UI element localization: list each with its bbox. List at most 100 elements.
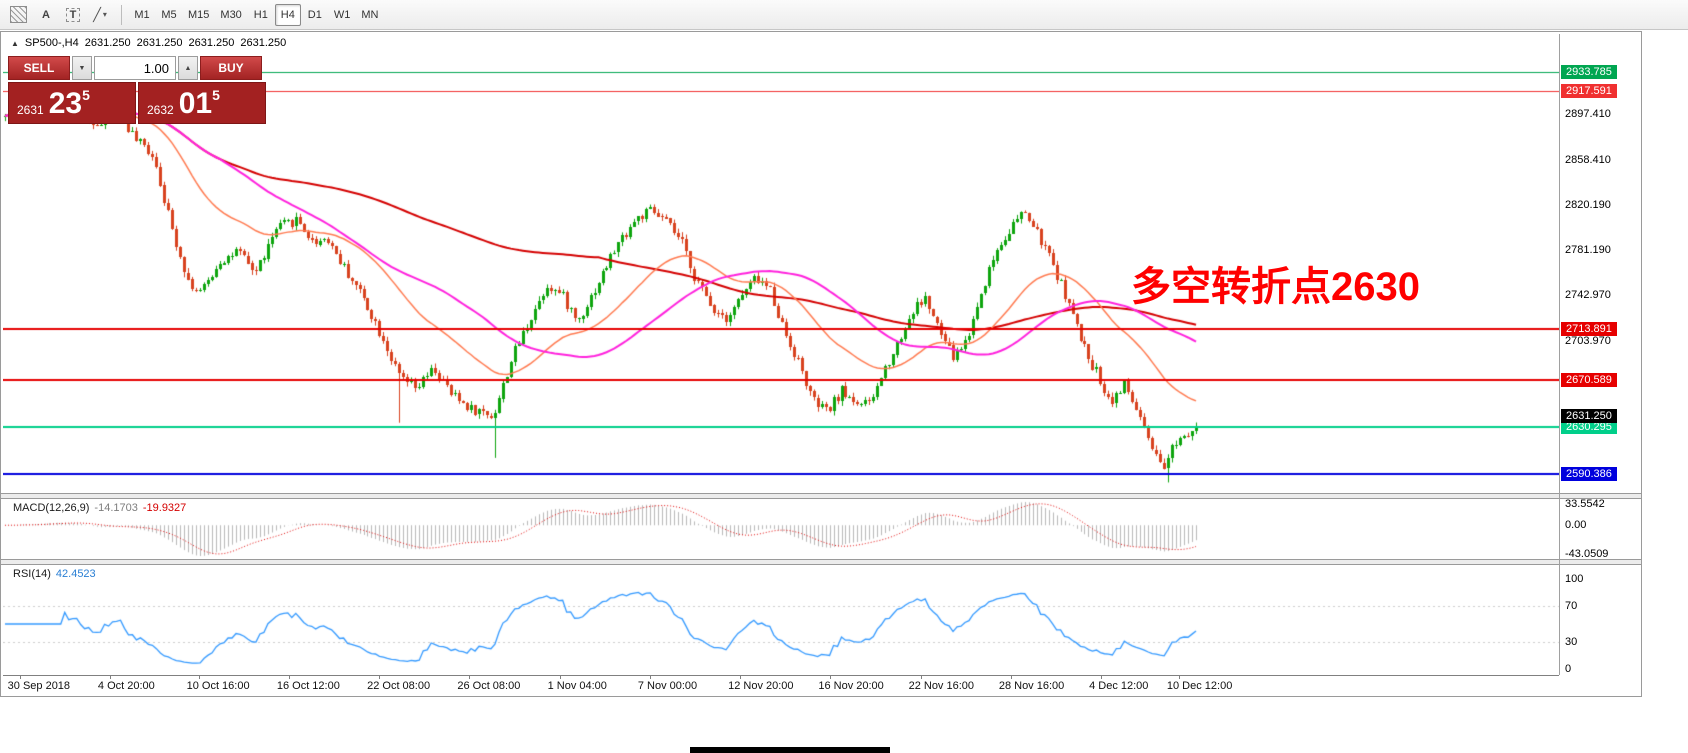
price-axis-label: 2820.190 — [1565, 198, 1611, 211]
draw-shapes-tool-icon[interactable]: ╱ ▾ — [87, 4, 113, 26]
volume-input[interactable] — [94, 56, 176, 80]
time-axis[interactable]: 30 Sep 2018 4 Oct 20:00 10 Oct 16:00 16 Oct… — [3, 675, 1559, 695]
time-axis-tick — [19, 676, 21, 679]
time-axis-label: 4 Dec 12:00 — [1089, 680, 1149, 692]
time-axis-label: 16 Oct 12:00 — [276, 680, 340, 692]
time-axis-tick — [288, 676, 290, 679]
price-line-label: 2590.386 — [1561, 466, 1617, 481]
time-axis-label: 7 Nov 00:00 — [637, 680, 698, 692]
text-tool-icon[interactable]: A — [42, 8, 50, 21]
time-axis-tick — [1101, 676, 1103, 679]
time-axis-tick — [379, 676, 381, 679]
timeframe-m30[interactable]: M30 — [220, 8, 242, 21]
time-axis-tick — [469, 676, 471, 679]
time-axis-tick — [649, 676, 651, 679]
symbol-timeframe-label: SP500-,H4 — [24, 37, 79, 49]
hatch-pattern-icon — [10, 6, 27, 23]
current-price-label: 2631.250 — [1561, 408, 1617, 423]
time-axis-label: 26 Oct 08:00 — [457, 680, 521, 692]
time-axis-label: 22 Oct 08:00 — [367, 680, 431, 692]
chart-window: ▲ SP500-,H4 2631.250 2631.250 2631.250 2… — [0, 31, 1642, 697]
macd-label: MACD(12,26,9) -14.1703 -19.9327 — [13, 502, 186, 514]
time-axis-label: 30 Sep 2018 — [7, 680, 71, 692]
price-axis-label: 2897.410 — [1565, 108, 1611, 121]
sell-price-point: 5 — [82, 87, 90, 103]
text-label-tool-icon[interactable]: T — [60, 4, 86, 26]
buy-price-integer: 2632 — [147, 103, 174, 117]
macd-axis-label: 0.00 — [1565, 519, 1587, 531]
price-line-label: 2670.589 — [1561, 372, 1617, 387]
time-axis-tick — [830, 676, 832, 679]
price-line-label: 2713.891 — [1561, 322, 1617, 337]
time-axis-tick — [559, 676, 561, 679]
macd-title: MACD(12,26,9) — [13, 502, 90, 514]
rsi-axis-label: 0 — [1565, 663, 1572, 675]
rsi-indicator-canvas[interactable] — [3, 565, 1559, 675]
time-axis-tick — [920, 676, 922, 679]
macd-signal-value: -19.9327 — [142, 502, 187, 514]
toolbar-separator — [121, 4, 122, 25]
buy-button[interactable]: BUY — [200, 56, 262, 80]
buy-price-display[interactable]: 2632 01 5 — [138, 82, 266, 124]
boxed-t-icon: T — [65, 7, 81, 22]
bottom-black-bar — [690, 747, 890, 753]
ohlc-close: 2631.250 — [240, 37, 287, 49]
rsi-axis-label: 70 — [1565, 600, 1578, 612]
time-axis-label: 12 Nov 20:00 — [728, 680, 794, 692]
volume-decrease-button[interactable]: ▼ — [72, 56, 92, 80]
time-axis-label: 22 Nov 16:00 — [908, 680, 975, 692]
timeframe-d1[interactable]: D1 — [307, 8, 322, 21]
time-axis-tick — [198, 676, 200, 679]
macd-panel-splitter[interactable] — [1, 493, 1641, 499]
top-toolbar: A T ╱ ▾ M1 M5 M15 M30 H1 H4 D1 W1 MN — [0, 0, 1688, 30]
timeframe-h1[interactable]: H1 — [253, 8, 268, 21]
time-axis-tick — [109, 676, 111, 679]
price-axis-label: 2858.410 — [1565, 153, 1611, 166]
time-axis-tick — [1178, 676, 1180, 679]
symbol-marker-icon: ▲ — [11, 38, 19, 48]
one-click-trading-panel: SELL ▼ ▲ BUY 2631 23 5 2632 01 5 — [8, 56, 274, 124]
time-axis-label: 10 Dec 12:00 — [1166, 680, 1233, 692]
ohlc-open: 2631.250 — [84, 37, 131, 49]
buy-price-point: 5 — [212, 87, 220, 103]
timeframe-m15[interactable]: M15 — [188, 8, 210, 21]
rsi-value: 42.4523 — [55, 568, 96, 580]
macd-axis-label: 33.5542 — [1565, 498, 1605, 510]
time-axis-label: 4 Oct 20:00 — [97, 680, 155, 692]
hatch-tool-icon[interactable] — [5, 4, 32, 26]
price-axis-label: 2742.970 — [1565, 289, 1611, 302]
price-axis-label: 2703.970 — [1565, 334, 1611, 347]
macd-indicator-canvas[interactable] — [3, 499, 1559, 559]
sell-price-integer: 2631 — [17, 103, 44, 117]
chart-info-header: ▲ SP500-,H4 2631.250 2631.250 2631.250 2… — [11, 37, 286, 49]
sell-price-display[interactable]: 2631 23 5 — [8, 82, 136, 124]
price-axis[interactable]: 2897.410 2858.410 2820.190 2781.190 2742.970… — [1559, 34, 1641, 675]
chevron-down-icon: ▾ — [102, 10, 107, 19]
buy-price-pips: 01 — [178, 87, 213, 120]
price-line-label: 2933.785 — [1561, 64, 1617, 79]
sell-button[interactable]: SELL — [8, 56, 70, 80]
macd-axis-label: -43.0509 — [1565, 548, 1609, 560]
price-line-label: 2630.295 — [1561, 420, 1617, 435]
price-axis-label: 2781.190 — [1565, 244, 1611, 257]
sell-price-pips: 23 — [48, 87, 83, 120]
rsi-panel-splitter[interactable] — [1, 559, 1641, 565]
timeframe-w1[interactable]: W1 — [333, 8, 351, 21]
time-axis-label: 28 Nov 16:00 — [998, 680, 1065, 692]
price-line-label: 2917.591 — [1561, 83, 1617, 98]
ohlc-low: 2631.250 — [188, 37, 235, 49]
timeframe-toolbar: M1 M5 M15 M30 H1 H4 D1 W1 MN — [129, 3, 384, 26]
timeframe-m1[interactable]: M1 — [134, 8, 150, 21]
ohlc-high: 2631.250 — [136, 37, 183, 49]
chart-annotation-text: 多空转折点2630 — [1131, 265, 1420, 309]
rsi-axis-label: 30 — [1565, 636, 1578, 648]
timeframe-m5[interactable]: M5 — [161, 8, 177, 21]
macd-main-value: -14.1703 — [94, 502, 138, 514]
time-axis-tick — [740, 676, 742, 679]
timeframe-h4[interactable]: H4 — [274, 3, 301, 26]
volume-increase-button[interactable]: ▲ — [178, 56, 198, 80]
rsi-label: RSI(14) 42.4523 — [13, 568, 96, 580]
rsi-axis-label: 100 — [1565, 573, 1584, 585]
timeframe-mn[interactable]: MN — [361, 8, 379, 21]
trendline-icon: ╱ — [93, 6, 101, 22]
